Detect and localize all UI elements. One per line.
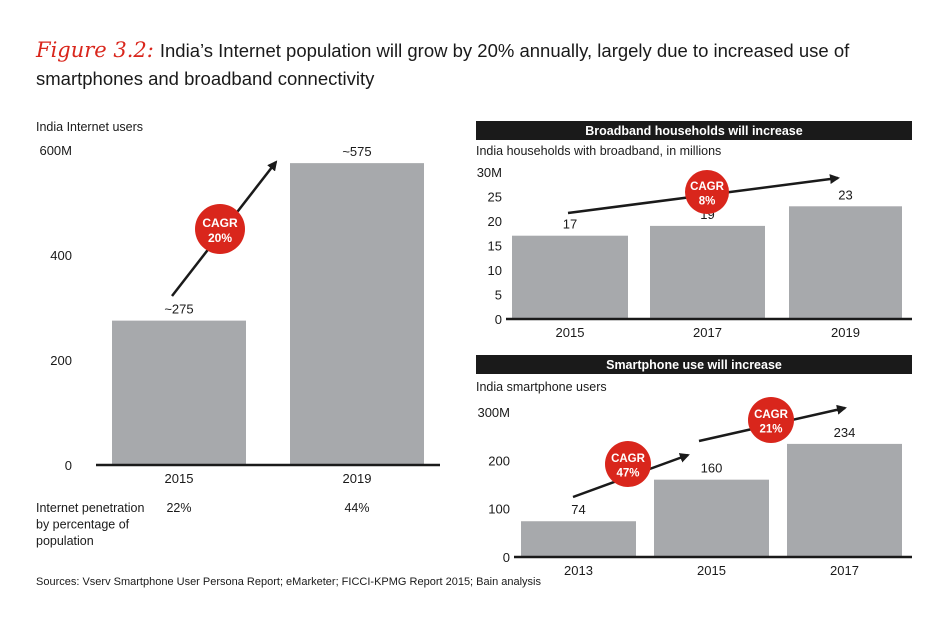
internet-ytick: 400 bbox=[50, 248, 72, 263]
smartphone-cagr-badge-1-circle bbox=[605, 441, 651, 487]
smartphone-header-title: Smartphone use will increase bbox=[606, 358, 782, 372]
broadband-ytick: 10 bbox=[488, 263, 502, 278]
internet-category-label: 2019 bbox=[343, 471, 372, 486]
broadband-category-label: 2017 bbox=[693, 325, 722, 340]
internet-footer-label: by percentage of bbox=[36, 518, 130, 532]
smartphone-cagr-badge-2-circle bbox=[748, 397, 794, 443]
internet-category-label: 2015 bbox=[165, 471, 194, 486]
smartphone-bar bbox=[521, 521, 636, 557]
smartphone-bar bbox=[654, 479, 769, 557]
figure-label: Figure 3.2: bbox=[36, 38, 154, 62]
smartphone-cagr-badge-1-value: 47% bbox=[616, 468, 639, 480]
broadband-ytick: 5 bbox=[495, 288, 502, 303]
internet-ytick: 0 bbox=[65, 458, 72, 473]
broadband-bar bbox=[650, 225, 765, 319]
broadband-ylabel: India households with broadband, in mill… bbox=[476, 144, 721, 158]
broadband-ytick: 30M bbox=[477, 165, 502, 180]
smartphone-value-label: 160 bbox=[701, 461, 723, 476]
broadband-ytick: 15 bbox=[488, 239, 502, 254]
smartphone-cagr-badge-2: CAGR 21% bbox=[748, 397, 794, 443]
broadband-header-bar bbox=[476, 121, 912, 140]
broadband-value-label: 17 bbox=[563, 217, 577, 232]
internet-ylabel: India Internet users bbox=[36, 120, 143, 134]
broadband-ytick: 25 bbox=[488, 190, 502, 205]
smartphone-category-label: 2015 bbox=[697, 563, 726, 578]
internet-footer-value: 44% bbox=[344, 501, 369, 515]
internet-footer-label: population bbox=[36, 534, 94, 548]
broadband-chart: Broadband households will increase India … bbox=[476, 121, 912, 340]
broadband-category-label: 2015 bbox=[556, 325, 585, 340]
smartphone-value-label: 234 bbox=[834, 425, 856, 440]
broadband-cagr-badge-circle bbox=[685, 170, 729, 214]
internet-users-chart: India Internet users 0 200 400 600M ~275 2015 ~… bbox=[36, 120, 440, 548]
smartphone-ytick: 0 bbox=[503, 550, 510, 565]
smartphone-bar bbox=[787, 443, 902, 557]
smartphone-category-label: 2013 bbox=[564, 563, 593, 578]
figure-title: Figure 3.2: India’s Internet population w… bbox=[36, 36, 916, 93]
broadband-ytick: 0 bbox=[495, 312, 502, 327]
smartphone-value-label: 74 bbox=[571, 502, 585, 517]
smartphone-cagr-badge-1: CAGR 47% bbox=[605, 441, 651, 487]
broadband-cagr-badge: CAGR 8% bbox=[685, 170, 729, 214]
internet-value-label: ~275 bbox=[164, 302, 193, 317]
internet-ytick: 600M bbox=[39, 143, 72, 158]
smartphone-header-bar bbox=[476, 355, 912, 374]
smartphone-chart: Smartphone use will increase India smartp… bbox=[476, 355, 912, 578]
internet-bar bbox=[290, 163, 424, 465]
internet-value-label: ~575 bbox=[342, 144, 371, 159]
internet-bar bbox=[112, 320, 246, 465]
broadband-cagr-badge-label: CAGR bbox=[690, 181, 725, 193]
smartphone-ytick: 100 bbox=[488, 502, 510, 517]
internet-cagr-badge-circle bbox=[195, 204, 245, 254]
smartphone-cagr-badge-1-label: CAGR bbox=[611, 453, 646, 465]
internet-cagr-badge-value: 20% bbox=[208, 231, 232, 245]
internet-cagr-badge-label: CAGR bbox=[202, 216, 238, 230]
smartphone-ytick: 200 bbox=[488, 453, 510, 468]
broadband-bar bbox=[512, 235, 628, 319]
smartphone-cagr-badge-2-label: CAGR bbox=[754, 409, 789, 421]
sources-note: Sources: Vserv Smartphone User Persona R… bbox=[36, 576, 541, 588]
smartphone-cagr-badge-2-value: 21% bbox=[759, 424, 782, 436]
broadband-category-label: 2019 bbox=[831, 325, 860, 340]
broadband-ytick: 20 bbox=[488, 214, 502, 229]
broadband-bar bbox=[789, 206, 902, 319]
smartphone-ylabel: India smartphone users bbox=[476, 380, 607, 394]
broadband-value-label: 23 bbox=[838, 187, 852, 202]
smartphone-category-label: 2017 bbox=[830, 563, 859, 578]
internet-footer-value: 22% bbox=[166, 501, 191, 515]
broadband-cagr-badge-value: 8% bbox=[699, 196, 716, 208]
figure-title-text: India’s Internet population will grow by… bbox=[36, 40, 850, 89]
internet-footer-label: Internet penetration bbox=[36, 501, 144, 515]
broadband-header-title: Broadband households will increase bbox=[585, 124, 802, 138]
internet-ytick: 200 bbox=[50, 353, 72, 368]
smartphone-ytick: 300M bbox=[477, 405, 510, 420]
